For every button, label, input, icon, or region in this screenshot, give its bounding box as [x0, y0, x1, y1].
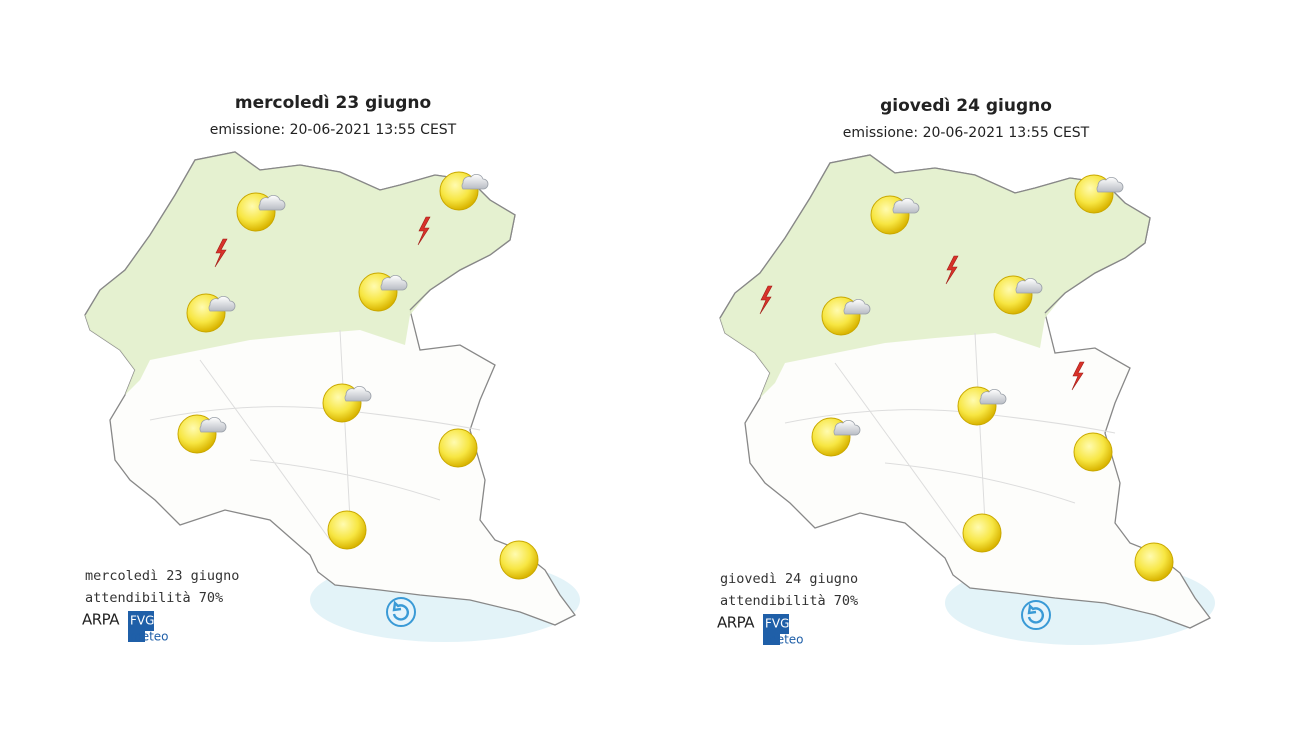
border	[84, 151, 516, 316]
sun-icon	[499, 540, 539, 580]
reliability-arrow	[1027, 603, 1044, 624]
reliability: attendibilità 70%	[85, 590, 223, 606]
cloud-icon	[344, 386, 372, 402]
sun-icon	[1073, 432, 1113, 472]
reliability-icon	[386, 597, 416, 627]
logo-box	[763, 634, 780, 645]
footer-day: giovedì 24 giugno	[720, 571, 858, 587]
reliability-icon	[1021, 600, 1051, 630]
sun-icon	[438, 428, 478, 468]
cloud-icon	[461, 174, 489, 190]
forecast-panel: giovedì 24 giugno emissione: 20-06-2021 1…	[717, 96, 1215, 647]
reliability: attendibilità 70%	[720, 593, 858, 609]
logo-service: meteo	[765, 633, 804, 647]
border	[719, 154, 1151, 319]
sun-icon	[327, 510, 367, 550]
logo-box	[128, 611, 154, 631]
cloud-icon	[258, 195, 286, 211]
sun-icon	[962, 513, 1002, 553]
logo-box	[763, 614, 789, 634]
forecast-title: giovedì 24 giugno	[880, 96, 1052, 116]
lightning-icon	[1071, 361, 1085, 391]
cloud-icon	[1096, 177, 1124, 193]
cloud-icon	[833, 420, 861, 436]
issue-time: emissione: 20-06-2021 13:55 CEST	[210, 122, 457, 138]
logo-service: meteo	[130, 630, 169, 644]
cloud-icon	[979, 389, 1007, 405]
footer-day: mercoledì 23 giugno	[85, 568, 239, 584]
logo-brand: ARPA	[717, 614, 755, 632]
lightning-icon	[945, 255, 959, 285]
logo-region: FVG	[765, 617, 789, 631]
forecast-title: mercoledì 23 giugno	[235, 93, 431, 113]
mountains	[85, 152, 515, 395]
logo-brand: ARPA	[82, 611, 120, 629]
reliability-arrow	[392, 600, 409, 621]
cloud-icon	[1015, 278, 1043, 294]
forecast-panel: mercoledì 23 giugno emissione: 20-06-2021…	[82, 93, 580, 644]
mountains	[720, 155, 1150, 398]
lightning-icon	[759, 285, 773, 315]
cloud-icon	[892, 198, 920, 214]
lightning-icon	[417, 216, 431, 246]
logo-region: FVG	[130, 614, 154, 628]
issue-time: emissione: 20-06-2021 13:55 CEST	[843, 125, 1090, 141]
sun-icon	[1134, 542, 1174, 582]
cloud-icon	[199, 417, 227, 433]
cloud-icon	[843, 299, 871, 315]
lightning-icon	[214, 238, 228, 268]
cloud-icon	[208, 296, 236, 312]
logo-box	[128, 631, 145, 642]
cloud-icon	[380, 275, 408, 291]
